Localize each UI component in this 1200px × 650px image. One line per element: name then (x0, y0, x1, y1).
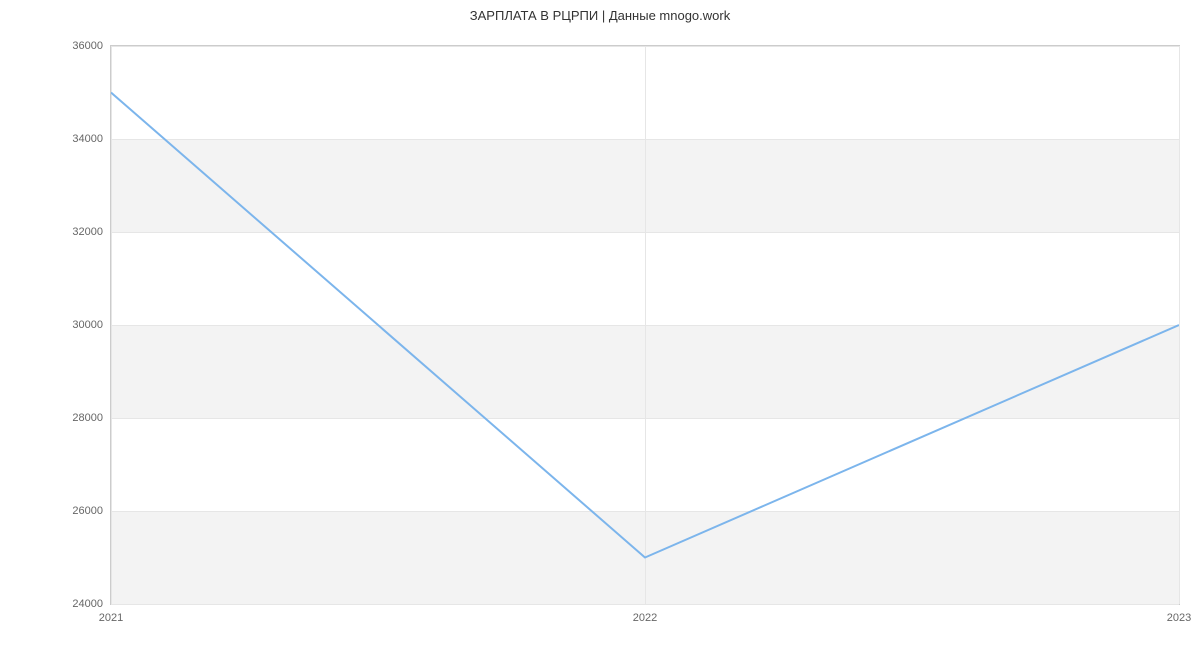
y-axis-label: 24000 (72, 598, 103, 610)
gridline-vertical (1179, 46, 1180, 604)
gridline-horizontal (111, 604, 1179, 605)
y-axis-label: 28000 (72, 412, 103, 424)
x-axis-label: 2021 (99, 612, 123, 624)
salary-chart: ЗАРПЛАТА В РЦРПИ | Данные mnogo.work 240… (0, 0, 1200, 650)
y-axis-label: 26000 (72, 505, 103, 517)
x-axis-label: 2022 (633, 612, 657, 624)
chart-title: ЗАРПЛАТА В РЦРПИ | Данные mnogo.work (470, 8, 730, 23)
y-axis-label: 36000 (72, 40, 103, 52)
data-line (111, 93, 1179, 558)
plot-area: 2400026000280003000032000340003600020212… (110, 45, 1180, 605)
line-layer (111, 46, 1179, 604)
y-axis-label: 30000 (72, 319, 103, 331)
y-axis-label: 34000 (72, 133, 103, 145)
x-axis-label: 2023 (1167, 612, 1191, 624)
y-axis-label: 32000 (72, 226, 103, 238)
